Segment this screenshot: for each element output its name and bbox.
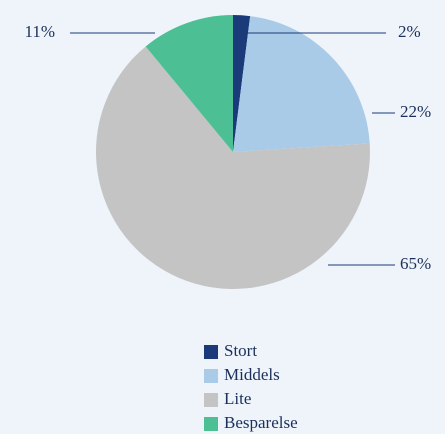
data-label: 22% [400,102,431,121]
legend-swatch [204,417,218,431]
pie-slice [96,46,371,289]
legend-label: Middels [224,365,280,384]
legend-swatch [204,369,218,383]
pie-slice [145,14,233,152]
legend-swatch [204,393,218,407]
data-label: 11% [24,22,55,41]
legend-swatch [204,345,218,359]
data-label: 2% [398,22,421,41]
data-label: 65% [400,254,431,273]
pie-slice [233,16,370,152]
legend-label: Besparelse [224,413,298,432]
pie-slice [233,15,251,152]
legend-label: Lite [224,389,251,408]
legend-label: Stort [224,341,257,360]
